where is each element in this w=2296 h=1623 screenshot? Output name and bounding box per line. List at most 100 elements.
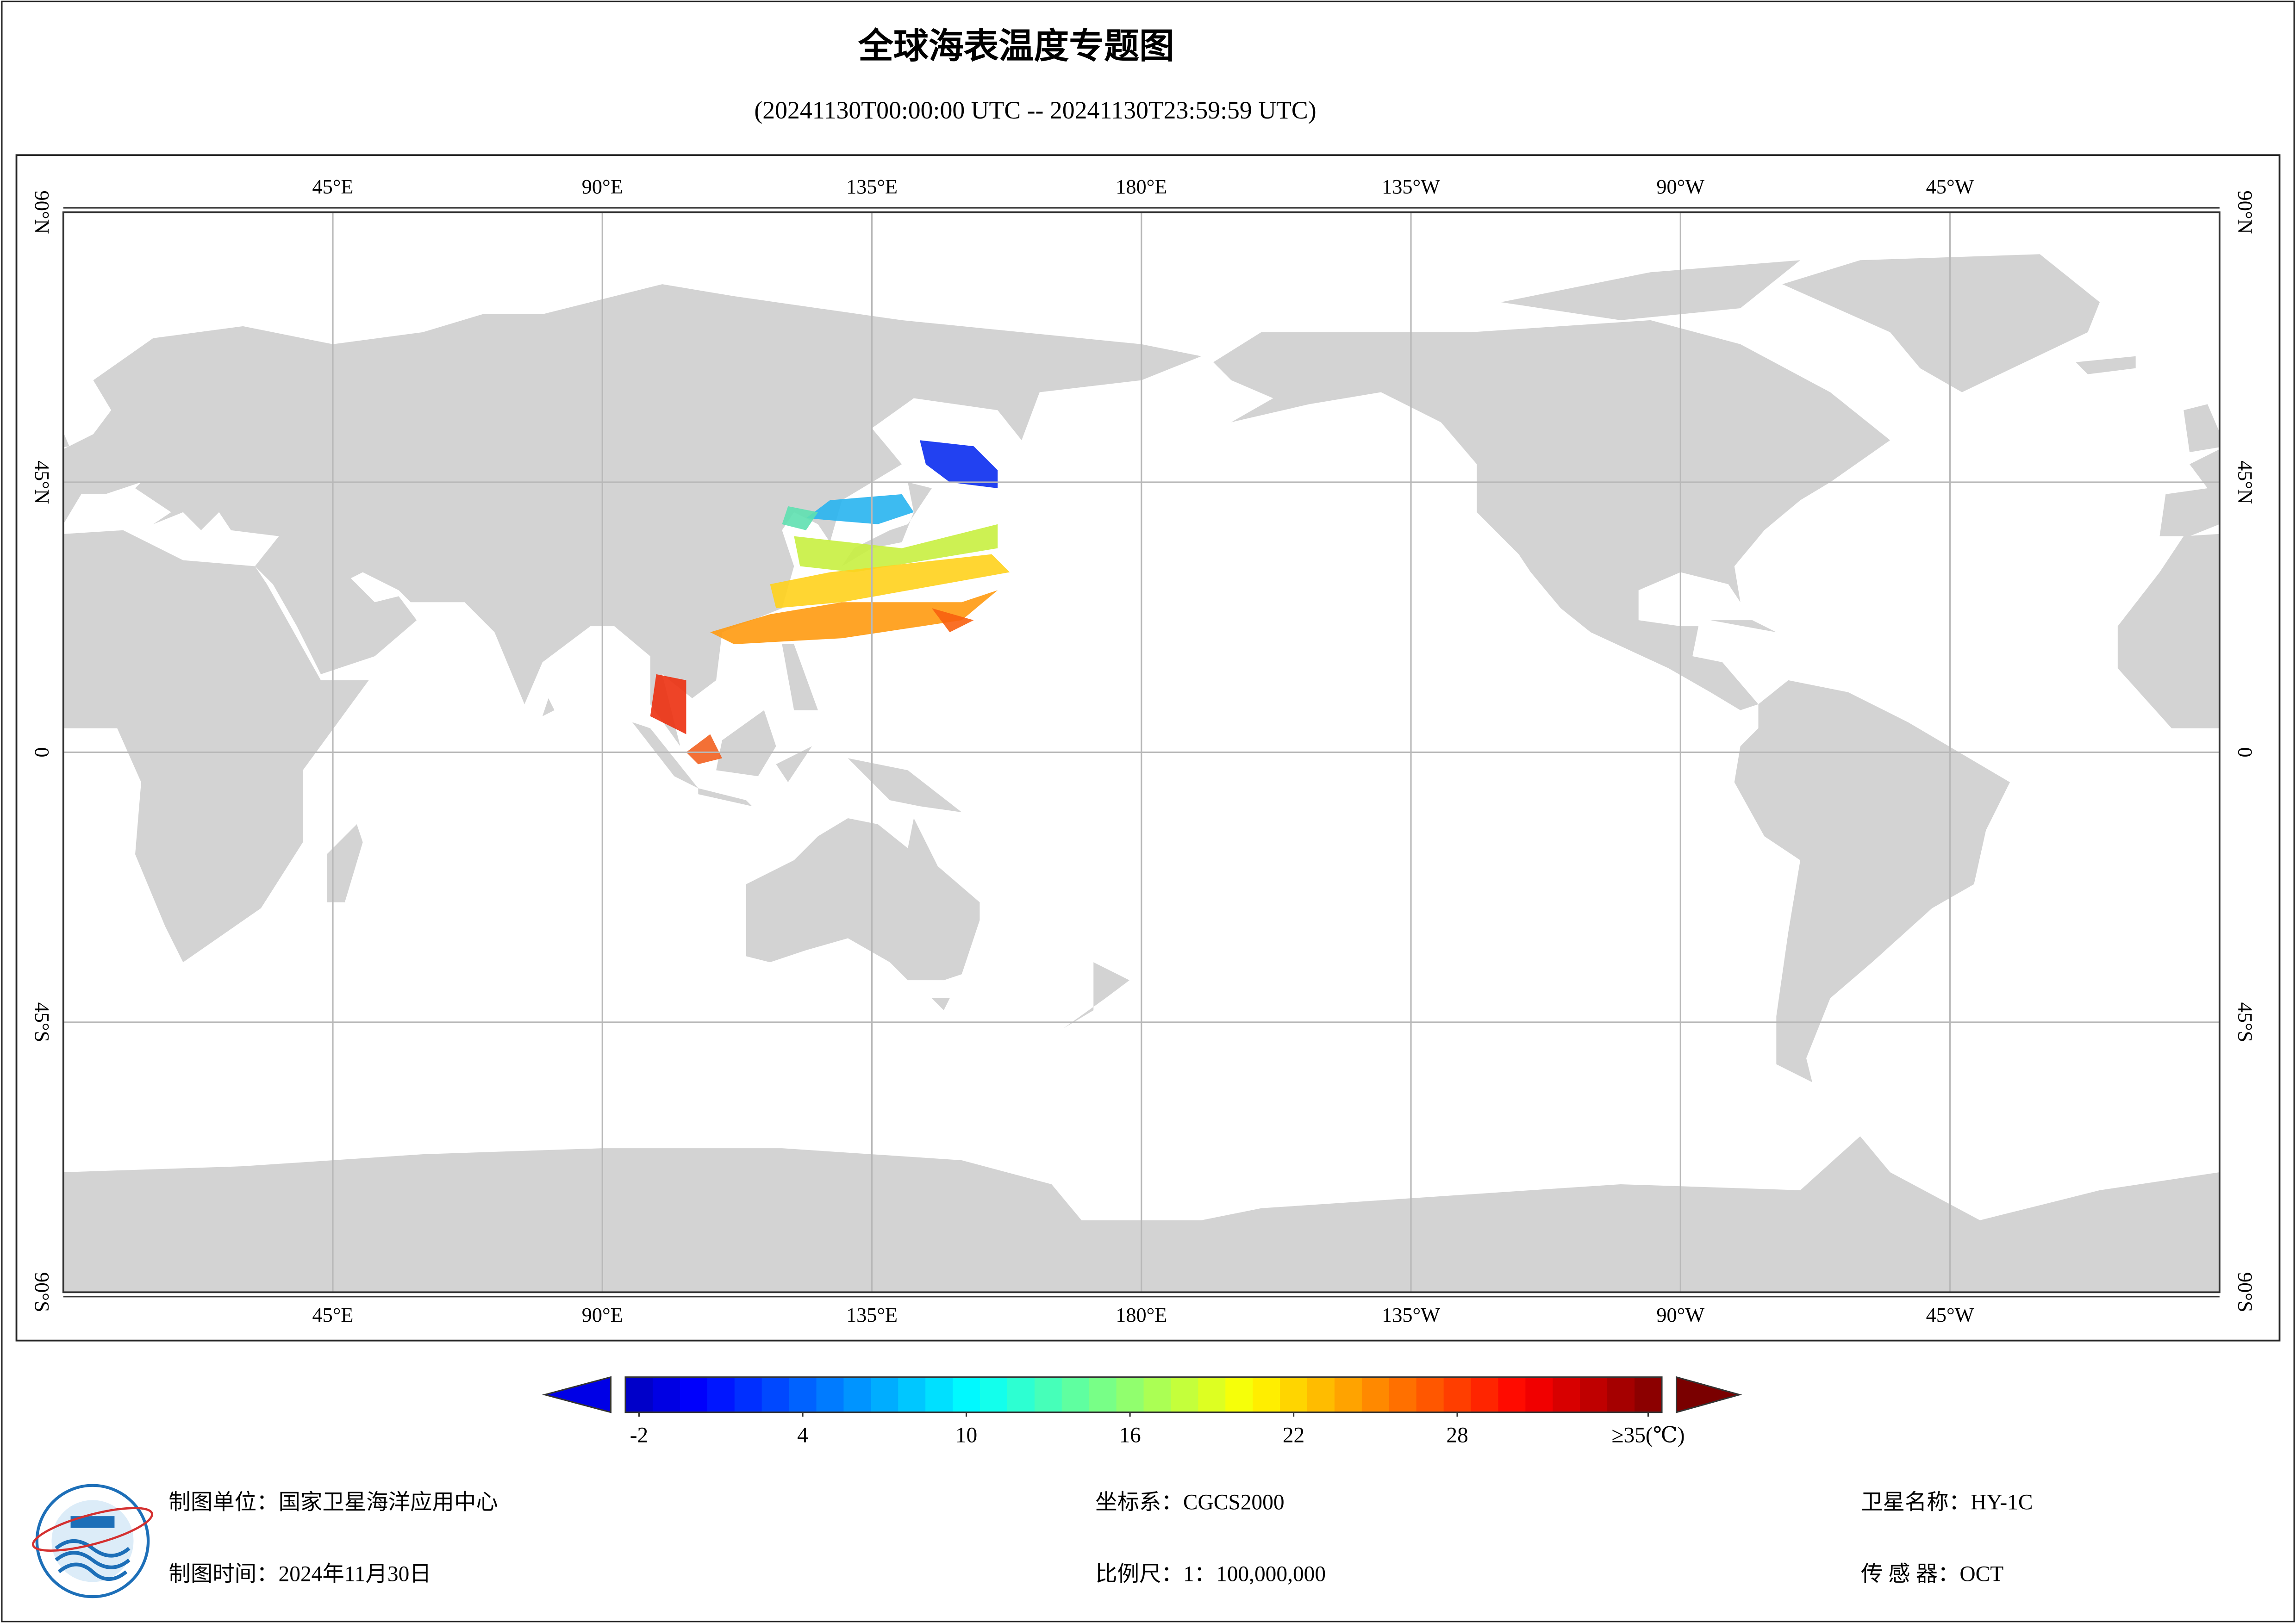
land [776,746,812,783]
grid-layer [63,212,2220,1293]
colorbar-segment [1334,1377,1363,1412]
sst-patch [806,494,914,524]
footer-satellite: 卫星名称：HY-1C [1861,1491,2033,1515]
sst-patch [686,734,723,765]
lat-label: 90°S [2234,1272,2256,1312]
land [63,284,1202,746]
logo-waves [55,1539,131,1581]
lat-label: 45°N [2234,460,2256,504]
land [327,824,363,902]
colorbar-tick-label: ≥35(℃) [1611,1423,1685,1447]
colorbar-segment [1471,1377,1499,1412]
sst-patch [920,440,998,488]
colorbar-segment [1389,1377,1417,1412]
colorbar-segment [1253,1377,1281,1412]
footer-sensor: 传 感 器：OCT [1861,1562,2003,1586]
colorbar-segment [734,1377,762,1412]
colorbar-segment [1580,1377,1608,1412]
colorbar-segment [1361,1377,1390,1412]
land [2117,534,2220,728]
colorbar: -2 4 10 16 22 28 ≥35(℃) [624,1376,1685,1447]
colorbar-segment [1307,1377,1335,1412]
footer-date: 制图时间：2024年11月30日 [168,1562,431,1586]
land [931,998,950,1010]
colorbar-segment [652,1377,681,1412]
lon-label: 45°W [1926,175,1974,198]
land [2159,449,2220,536]
colorbar-segment [980,1377,1008,1412]
colorbar-segment [1089,1377,1117,1412]
lon-label: 90°E [582,1304,623,1326]
lat-label: 0 [2234,747,2256,757]
colorbar-segment [1143,1377,1172,1412]
colorbar-segment [1443,1377,1472,1412]
colorbar-segment [1225,1377,1254,1412]
colorbar-segment [1280,1377,1308,1412]
lat-label: 45°N [31,460,53,504]
colorbar-tick-label: 4 [797,1423,808,1447]
sst-patch [770,554,1010,609]
land [716,710,776,777]
colorbar-tick-label: -2 [630,1423,649,1447]
colorbar-segment [871,1377,899,1412]
colorbar-segment [1525,1377,1554,1412]
colorbar-segment [953,1377,981,1412]
land [542,698,555,716]
lon-label: 135°E [846,1304,898,1326]
lon-label: 180°E [1116,175,1167,198]
colorbar-segment [1553,1377,1581,1412]
land [1063,962,1129,1028]
colorbar-tick-label: 16 [1119,1423,1141,1447]
colorbar-segment [925,1377,954,1412]
lon-label: 90°W [1656,1304,1704,1326]
sst-layer [650,440,1010,765]
colorbar-segment [1061,1377,1090,1412]
sst-patch [710,590,998,645]
subtitle: (20241130T00:00:00 UTC -- 20241130T23:59… [754,96,1316,124]
colorbar-segment [1416,1377,1444,1412]
plot-frame [62,211,2221,1293]
colorbar-segment [680,1377,708,1412]
colorbar-frame [624,1376,1663,1413]
land [1501,260,1801,320]
lon-label: 90°W [1656,175,1704,198]
sst-patch [931,608,974,633]
lat-label: 0 [31,747,53,757]
land [782,644,818,710]
colorbar-tick-label: 28 [1446,1423,1468,1447]
lon-label: 90°E [582,175,623,198]
sst-patch [650,674,686,734]
lon-label: 135°W [1382,1304,1440,1326]
colorbar-segment [816,1377,844,1412]
land [698,788,752,807]
lat-label: 45°S [31,1002,53,1043]
footer-unit: 制图单位：国家卫星海洋应用中心 [168,1491,498,1515]
colorbar-segment [1607,1377,1635,1412]
land [848,758,962,813]
lat-label: 90°S [31,1272,53,1312]
footer-crs: 坐标系：CGCS2000 [1095,1491,1284,1515]
tick-labels: 45°E 45°E 90°E 90°E 135°E 135°E 180°E 180°E 135°… [31,175,2256,1326]
colorbar-segment [1635,1377,1663,1412]
land [2184,404,2220,453]
colorbar-high-arrow [1676,1376,1742,1413]
colorbar-tick-label: 10 [955,1423,977,1447]
lon-label: 135°E [846,175,898,198]
colorbar-segment [1034,1377,1063,1412]
lon-label: 135°W [1382,175,1440,198]
lat-label: 90°N [2234,191,2256,234]
colorbar-low-arrow [542,1376,612,1413]
colorbar-segment [1498,1377,1526,1412]
land [1782,254,2100,392]
sst-patch [794,524,998,572]
land [632,722,699,789]
colorbar-tick-label: 22 [1283,1423,1304,1447]
logo [32,1484,153,1598]
land [1734,680,2010,1082]
colorbar-segment [625,1377,654,1412]
colorbar-segment [1198,1377,1226,1412]
colorbar-segment [707,1377,735,1412]
lon-label: 180°E [1116,1304,1167,1326]
